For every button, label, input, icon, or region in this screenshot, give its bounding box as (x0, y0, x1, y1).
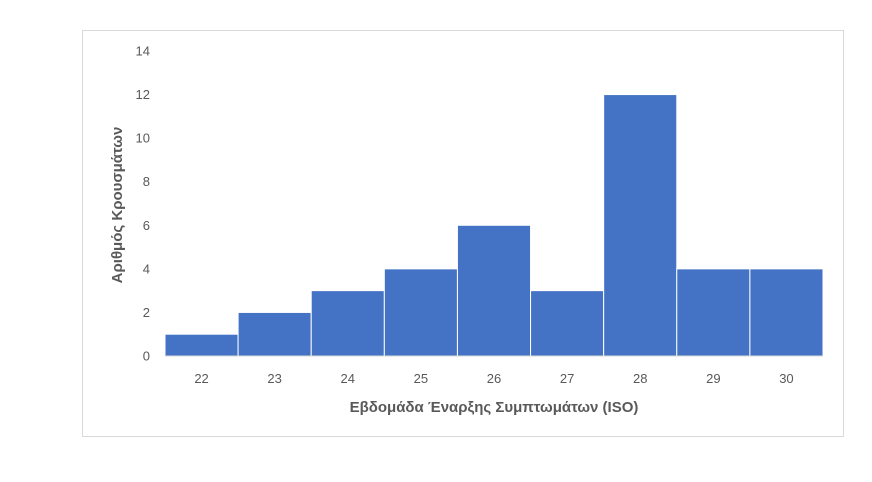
bar-28 (603, 94, 678, 357)
x-tick-28: 28 (633, 371, 647, 386)
x-tick-labels: 22 23 24 25 26 27 28 29 30 (194, 371, 793, 386)
x-tick-29: 29 (706, 371, 720, 386)
x-tick-25: 25 (414, 371, 428, 386)
bars-group (164, 94, 824, 357)
bar-26 (456, 224, 532, 357)
y-tick-12: 12 (136, 87, 150, 102)
x-axis-title: Εβδομάδα Έναρξης Συμπτωμάτων (ISO) (350, 399, 639, 416)
bar-25 (383, 268, 458, 357)
y-tick-4: 4 (143, 261, 150, 276)
bar-29 (676, 268, 751, 357)
bar-24 (310, 290, 385, 357)
y-tick-2: 2 (143, 305, 150, 320)
x-tick-30: 30 (779, 371, 793, 386)
y-tick-0: 0 (143, 349, 150, 364)
bar-30 (749, 268, 824, 357)
bar-22 (164, 333, 239, 357)
y-axis-title: Αριθμός Κρουσμάτων (109, 127, 126, 284)
y-tick-labels: 0 2 4 6 8 10 12 14 (136, 44, 150, 364)
x-tick-23: 23 (267, 371, 281, 386)
bar-27 (530, 290, 605, 357)
x-tick-22: 22 (194, 371, 208, 386)
x-tick-26: 26 (487, 371, 501, 386)
y-tick-10: 10 (136, 131, 150, 146)
y-tick-14: 14 (136, 44, 150, 59)
y-tick-8: 8 (143, 174, 150, 189)
x-tick-27: 27 (560, 371, 574, 386)
x-tick-24: 24 (341, 371, 355, 386)
y-tick-6: 6 (143, 218, 150, 233)
bar-23 (237, 311, 312, 357)
